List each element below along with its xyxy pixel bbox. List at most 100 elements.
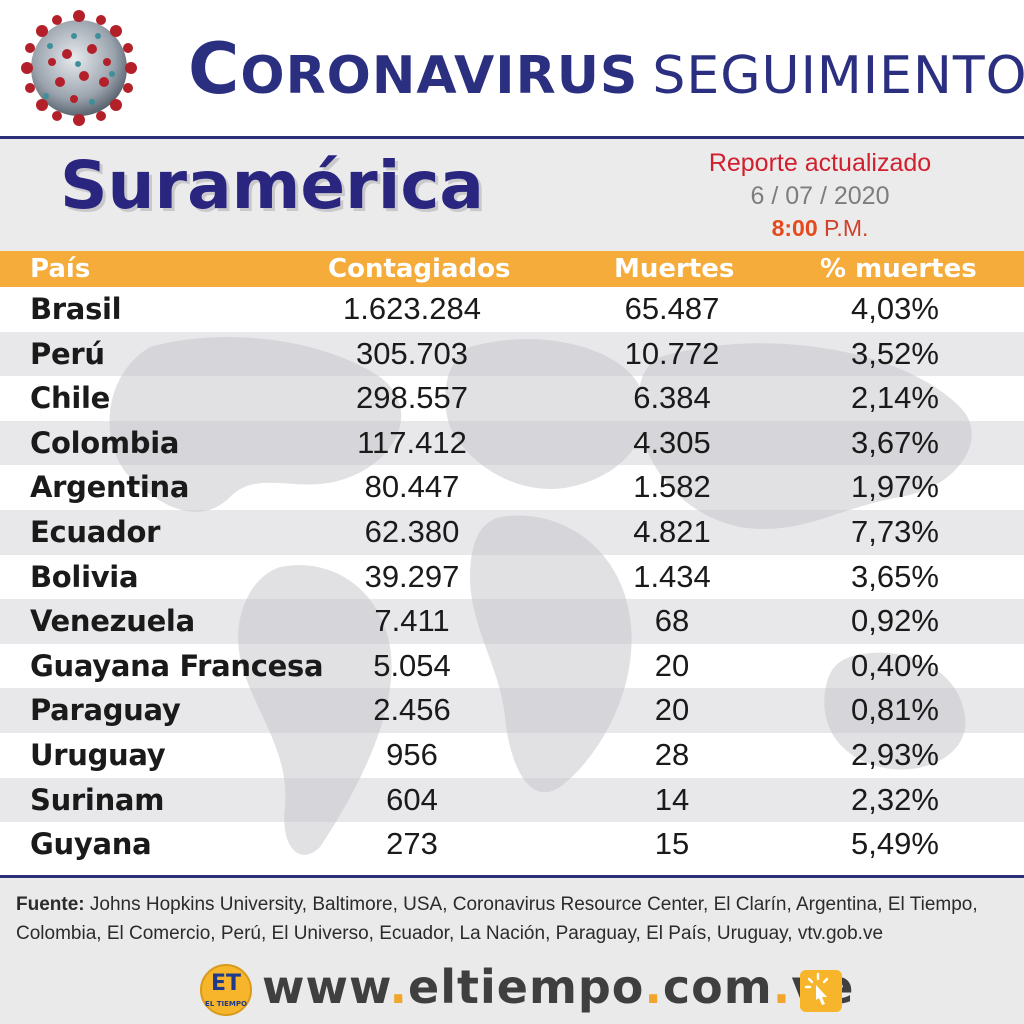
- report-ampm: P.M.: [824, 215, 869, 241]
- deaths-cell: 28: [654, 736, 690, 772]
- cases-cell: 2.456: [373, 692, 451, 728]
- table-row: Ecuador 62.380 4.821 7,73%: [0, 509, 1024, 555]
- footer: Fuente: Johns Hopkins University, Baltim…: [0, 878, 1024, 1024]
- percent-cell: 2,32%: [851, 781, 939, 817]
- cases-cell: 62.380: [364, 513, 460, 549]
- deaths-cell: 10.772: [624, 335, 720, 371]
- footer-divider: [0, 875, 1024, 878]
- deaths-cell: 20: [654, 647, 690, 683]
- site-part: com: [662, 960, 773, 1014]
- column-header-percent: % muertes: [820, 254, 977, 284]
- site-dot: .: [772, 960, 792, 1014]
- table-row: Guyana 273 15 5,49%: [0, 822, 1024, 867]
- table-row: Venezuela 7.411 68 0,92%: [0, 599, 1024, 644]
- title-initial: C: [188, 28, 241, 110]
- header: CORONAVIRUS SEGUIMIENTO: [0, 0, 1024, 138]
- table-row: Colombia 117.412 4.305 3,67%: [0, 420, 1024, 466]
- site-dot: .: [644, 960, 663, 1014]
- country-cell: Chile: [30, 381, 110, 416]
- table-row: Surinam 604 14 2,32%: [0, 777, 1024, 823]
- report-label: Reporte actualizado: [708, 149, 932, 177]
- source-text: Johns Hopkins University, Baltimore, USA…: [16, 894, 978, 944]
- table-row: Brasil 1.623.284 65.487 4,03%: [0, 287, 1024, 332]
- country-cell: Uruguay: [30, 737, 166, 772]
- country-cell: Bolivia: [30, 559, 139, 594]
- country-cell: Ecuador: [30, 514, 161, 549]
- deaths-cell: 14: [654, 781, 690, 817]
- percent-cell: 0,81%: [851, 692, 939, 728]
- cases-cell: 80.447: [364, 469, 460, 505]
- cases-cell: 305.703: [355, 335, 469, 371]
- deaths-cell: 1.434: [633, 558, 711, 594]
- source-note: Fuente: Johns Hopkins University, Baltim…: [16, 890, 1006, 948]
- region-title: Suramérica: [60, 147, 484, 224]
- title-secondary: SEGUIMIENTO: [652, 46, 1024, 106]
- percent-cell: 4,03%: [851, 291, 939, 326]
- cases-cell: 7.411: [374, 603, 450, 639]
- deaths-cell: 6.384: [633, 380, 711, 416]
- percent-cell: 0,92%: [851, 603, 939, 639]
- table-header: País Contagiados Muertes % muertes: [0, 251, 1024, 287]
- cases-cell: 604: [386, 781, 438, 817]
- country-cell: Surinam: [30, 782, 165, 817]
- logo-text: ET: [210, 971, 242, 996]
- data-table: País Contagiados Muertes % muertes Brasi…: [0, 251, 1024, 875]
- cases-cell: 956: [386, 736, 438, 772]
- deaths-cell: 20: [654, 692, 690, 728]
- cases-cell: 39.297: [364, 558, 460, 594]
- world-map-background: [109, 337, 972, 855]
- country-cell: Argentina: [30, 470, 190, 505]
- percent-cell: 2,14%: [851, 380, 939, 416]
- pointer-click-icon: [800, 970, 842, 1012]
- country-cell: Colombia: [30, 425, 180, 460]
- country-cell: Venezuela: [30, 604, 195, 639]
- cases-cell: 298.557: [355, 380, 469, 416]
- site-part: eltiempo: [408, 960, 645, 1014]
- table-row: Uruguay 956 28 2,93%: [0, 733, 1024, 778]
- source-label: Fuente:: [16, 894, 85, 915]
- country-cell: Guayana Francesa: [30, 648, 324, 683]
- report-time: 8:00 P.M.: [690, 215, 950, 242]
- table-row: Chile 298.557 6.384 2,14%: [0, 376, 1024, 421]
- table-row: Argentina 80.447 1.582 1,97%: [0, 465, 1024, 510]
- country-cell: Brasil: [30, 292, 122, 326]
- cases-cell: 1.623.284: [343, 291, 481, 326]
- deaths-cell: 1.582: [633, 469, 711, 505]
- coronavirus-icon: [21, 10, 137, 126]
- percent-cell: 3,65%: [851, 558, 939, 594]
- website-link[interactable]: www.eltiempo.com.ve: [262, 960, 854, 1014]
- report-date: 6 / 07 / 2020: [750, 182, 890, 210]
- title-main: ORONAVIRUS: [240, 46, 639, 106]
- subheader: Suramérica Reporte actualizado 6 / 07 / …: [0, 139, 1024, 251]
- percent-cell: 3,52%: [851, 335, 939, 371]
- column-header-country: País: [30, 254, 91, 284]
- cases-cell: 5.054: [373, 647, 451, 683]
- percent-cell: 1,97%: [851, 469, 939, 505]
- column-header-deaths: Muertes: [614, 254, 735, 284]
- report-time-value: 8:00: [771, 215, 818, 241]
- country-cell: Perú: [30, 336, 105, 371]
- country-cell: Paraguay: [30, 693, 181, 728]
- table-body: Brasil 1.623.284 65.487 4,03% Perú 305.7…: [0, 287, 1024, 867]
- cases-cell: 117.412: [357, 424, 467, 460]
- column-header-cases: Contagiados: [328, 254, 511, 284]
- site-part: www: [262, 960, 390, 1014]
- percent-cell: 3,67%: [851, 424, 939, 460]
- eltiempo-logo[interactable]: ET EL TIEMPO: [200, 964, 252, 1016]
- deaths-cell: 4.821: [633, 513, 711, 549]
- deaths-cell: 68: [654, 603, 690, 639]
- table-row: Perú 305.703 10.772 3,52%: [0, 331, 1024, 377]
- deaths-cell: 4.305: [633, 424, 711, 460]
- percent-cell: 0,40%: [851, 647, 939, 683]
- percent-cell: 2,93%: [851, 736, 939, 772]
- table-row: Guayana Francesa 5.054 20 0,40%: [0, 644, 1024, 689]
- site-dot: .: [389, 960, 409, 1014]
- deaths-cell: 65.487: [624, 291, 720, 326]
- deaths-cell: 15: [654, 826, 690, 862]
- header-divider: [0, 136, 1024, 139]
- country-cell: Guyana: [30, 827, 152, 862]
- percent-cell: 7,73%: [851, 513, 939, 549]
- report-info: Reporte actualizado 6 / 07 / 2020 8:00 P…: [690, 149, 950, 242]
- table-row: Paraguay 2.456 20 0,81%: [0, 688, 1024, 733]
